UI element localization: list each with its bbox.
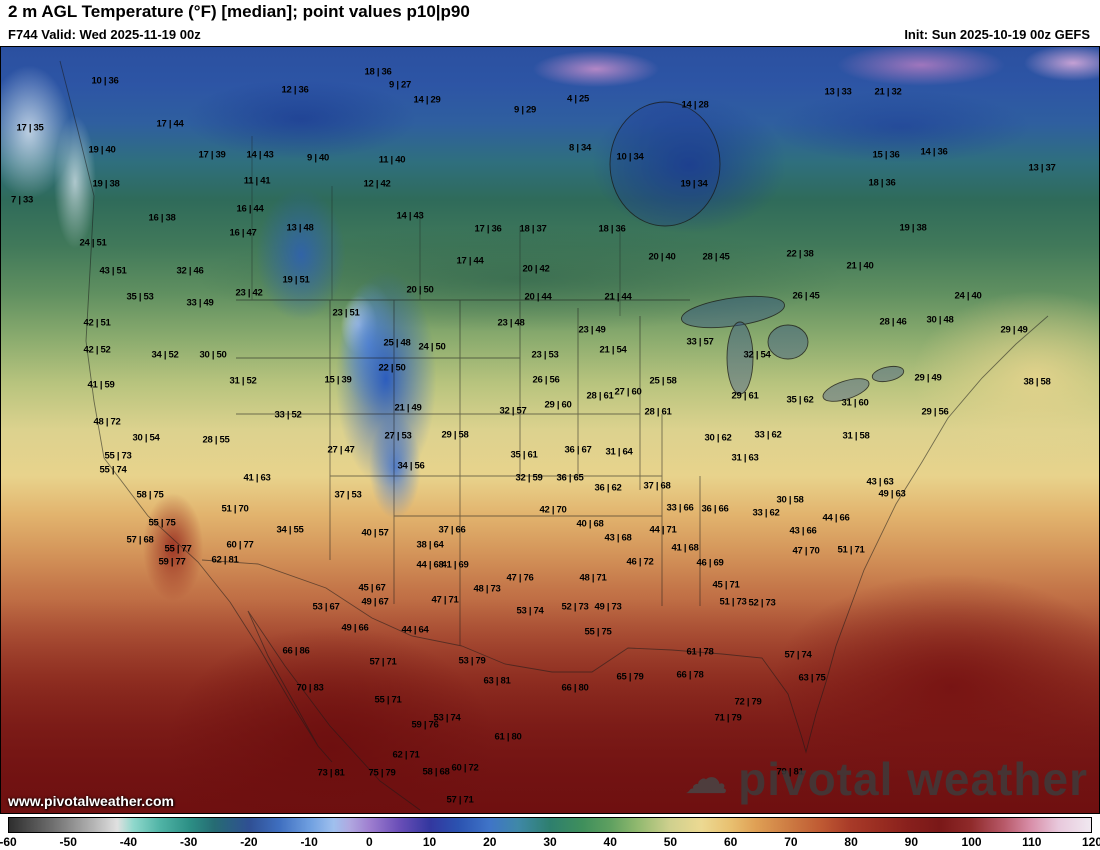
colorbar-tick-label: 10 — [422, 835, 437, 849]
page-title: 2 m AGL Temperature (°F) [median]; point… — [8, 2, 470, 21]
temperature-map — [0, 46, 1100, 814]
colorbar-tick-label: 20 — [483, 835, 497, 849]
colorbar-tick-label: -20 — [240, 835, 258, 849]
watermark-url: www.pivotalweather.com — [8, 793, 174, 809]
colorbar-tick-label: -30 — [179, 835, 198, 849]
colorbar-tick-label: 50 — [663, 835, 678, 849]
brand-text: pivotal weather — [738, 753, 1088, 805]
state-borders — [59, 60, 1049, 811]
colorbar-tick-label: 70 — [784, 835, 798, 849]
colorbar-tick-label: 60 — [723, 835, 738, 849]
colorbar-tick-label: 0 — [365, 835, 373, 849]
colorbar-tick-label: -40 — [119, 835, 138, 849]
brand-watermark: ☁ pivotal weather — [684, 752, 1088, 806]
colorbar-tick-label: -60 — [0, 835, 17, 849]
valid-time: F744 Valid: Wed 2025-11-19 00z — [8, 27, 201, 42]
colorbar-area: -60 -50 -40 -30 -20 -10 0 10 20 30 40 50 60 70 80 90 100… — [0, 814, 1100, 850]
colorbar-tick-label: 30 — [543, 835, 557, 849]
header: 2 m AGL Temperature (°F) [median]; point… — [0, 0, 1100, 46]
cloud-icon: ☁ — [684, 754, 729, 803]
colorbar-tick-label: -10 — [300, 835, 318, 849]
init-time: Init: Sun 2025-10-19 00z GEFS — [904, 27, 1090, 42]
colorbar-tick-label: 90 — [904, 835, 919, 849]
colorbar-tick-label: 80 — [844, 835, 858, 849]
colorbar-tick-label: 120 — [1081, 835, 1100, 849]
colorbar-tick-label: 40 — [603, 835, 617, 849]
colorbar-tick-label: 110 — [1022, 835, 1042, 849]
colorbar-tick-label: -50 — [59, 835, 77, 849]
colorbar — [8, 817, 1092, 833]
colorbar-tick-label: 100 — [961, 835, 982, 849]
